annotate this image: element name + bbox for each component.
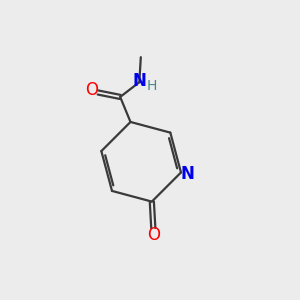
Text: O: O xyxy=(147,226,160,244)
Text: H: H xyxy=(146,79,157,93)
Text: N: N xyxy=(132,72,146,90)
Text: O: O xyxy=(85,81,98,99)
Text: N: N xyxy=(181,165,194,183)
